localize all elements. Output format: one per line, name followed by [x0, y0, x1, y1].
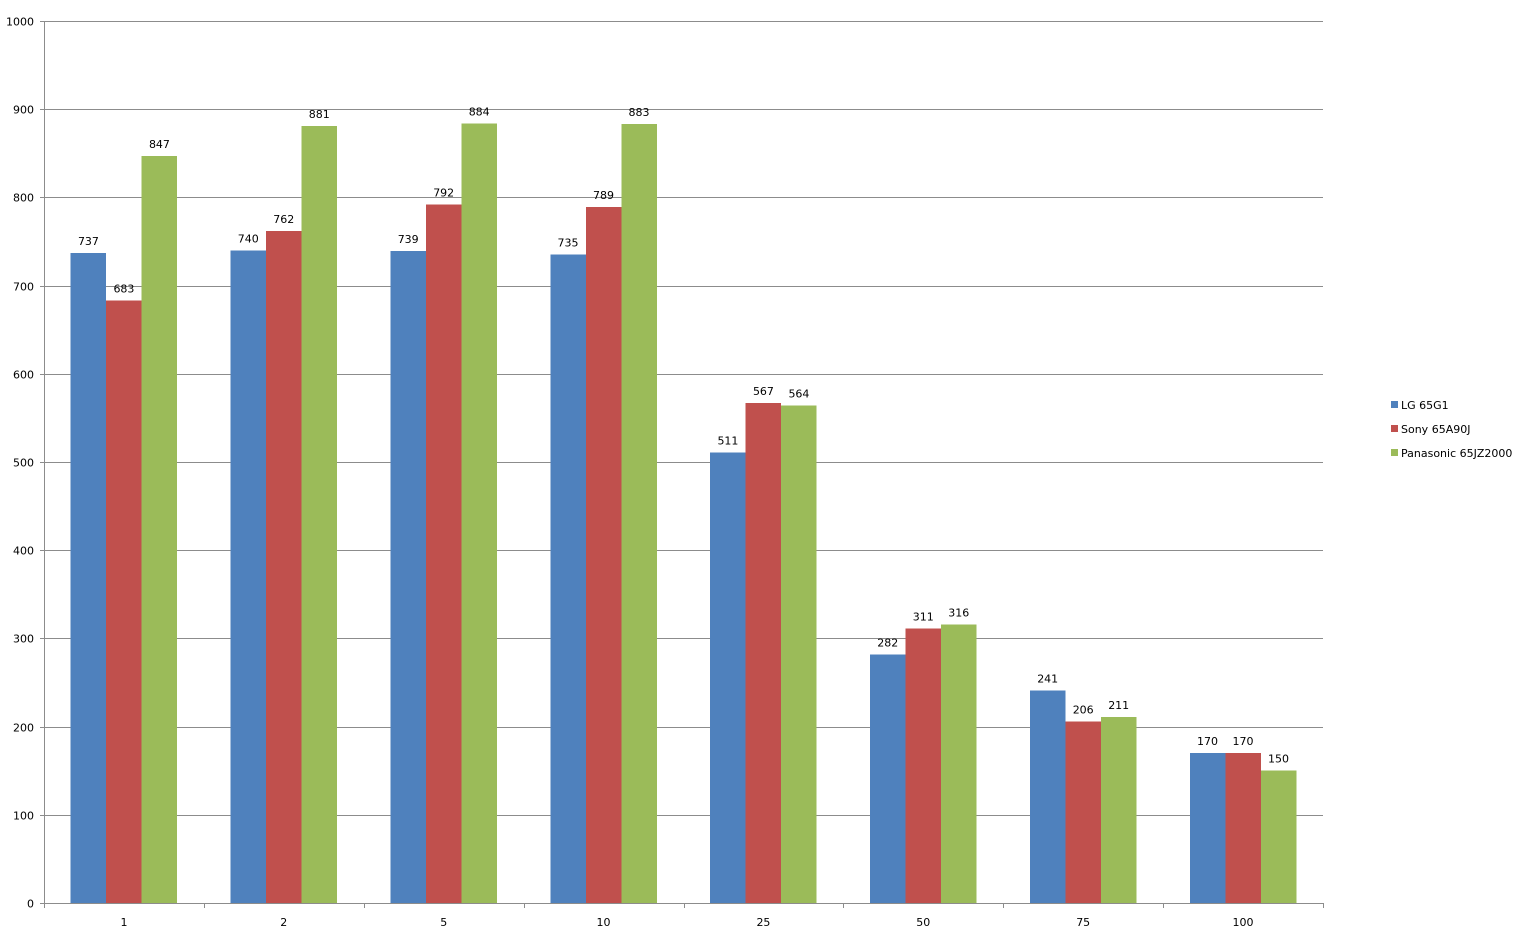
- data-label: 211: [1108, 699, 1129, 712]
- bar: [621, 124, 657, 903]
- data-label: 735: [558, 237, 579, 250]
- x-tick-label: 10: [597, 916, 611, 929]
- legend-swatch: [1391, 449, 1398, 456]
- x-tick-label: 1: [120, 916, 127, 929]
- bar: [550, 254, 586, 904]
- data-label: 881: [309, 108, 330, 121]
- data-label: 564: [788, 388, 809, 401]
- legend: LG 65G1 Sony 65A90J Panasonic 65JZ2000: [1391, 399, 1512, 460]
- y-tick-label: 200: [13, 722, 34, 735]
- bar: [230, 250, 267, 903]
- data-label: 683: [113, 283, 134, 296]
- bar: [1029, 690, 1066, 903]
- data-label: 789: [593, 189, 614, 202]
- bars: [70, 123, 1297, 904]
- y-tick-label: 100: [13, 810, 34, 823]
- bar: [301, 125, 338, 903]
- data-label: 241: [1037, 672, 1058, 685]
- x-tick-label: 75: [1076, 916, 1090, 929]
- y-tick-label: 700: [13, 281, 34, 294]
- y-tick-label: 800: [13, 192, 34, 205]
- data-label: 740: [238, 232, 259, 245]
- bar: [1100, 716, 1137, 903]
- y-tick-label: 0: [27, 898, 34, 911]
- bar: [461, 123, 497, 903]
- data-label: 511: [717, 434, 738, 447]
- legend-swatch: [1391, 401, 1398, 408]
- data-label: 170: [1233, 735, 1254, 748]
- y-tick-label: 600: [13, 369, 34, 382]
- data-label: 739: [398, 233, 419, 246]
- bar: [710, 452, 746, 903]
- bar: [1189, 753, 1226, 903]
- y-tick-label: 500: [13, 457, 34, 470]
- bar: [870, 654, 906, 903]
- data-label: 316: [948, 606, 969, 619]
- y-axis: 0 100 200 300 400 500 600 700 800 900 1000: [6, 16, 45, 911]
- x-tick-label: 5: [440, 916, 447, 929]
- y-tick-label: 400: [13, 545, 34, 558]
- data-label: 737: [78, 235, 99, 248]
- data-label: 567: [753, 385, 774, 398]
- data-label: 762: [273, 213, 294, 226]
- data-label: 883: [629, 106, 650, 119]
- y-tick-label: 300: [13, 633, 34, 646]
- legend-label: LG 65G1: [1401, 399, 1449, 412]
- legend-label: Sony 65A90J: [1401, 423, 1470, 436]
- data-label: 847: [149, 138, 170, 151]
- bar: [390, 251, 426, 903]
- x-tick-label: 25: [756, 916, 770, 929]
- data-label: 170: [1197, 735, 1218, 748]
- bar: [905, 628, 942, 903]
- data-label: 792: [433, 186, 454, 199]
- data-labels: 737 740 739 735 511 282 241 170 683 762 792 789 567 3…: [78, 105, 1289, 765]
- bar: [941, 624, 977, 903]
- bar: [585, 207, 622, 904]
- x-tick-label: 50: [916, 916, 930, 929]
- bar: [70, 252, 107, 904]
- bar: [781, 405, 817, 903]
- bar: [745, 402, 782, 903]
- data-label: 282: [877, 636, 898, 649]
- data-label: 884: [469, 105, 490, 118]
- data-label: 150: [1268, 753, 1289, 766]
- data-label: 206: [1073, 703, 1094, 716]
- bar: [106, 300, 142, 904]
- x-tick-label: 2: [280, 916, 287, 929]
- bar: [266, 230, 302, 904]
- data-label: 311: [913, 611, 934, 624]
- bar: [1260, 770, 1297, 903]
- x-tick-label: 100: [1233, 916, 1254, 929]
- bar: [141, 155, 178, 903]
- y-tick-label: 1000: [6, 16, 34, 29]
- legend-label: Panasonic 65JZ2000: [1401, 447, 1512, 460]
- bar: [1065, 721, 1101, 903]
- y-tick-label: 900: [13, 104, 34, 117]
- bar: [1225, 753, 1261, 903]
- legend-swatch: [1391, 425, 1398, 432]
- bar: [425, 204, 462, 903]
- x-axis: 1 2 5 10 25 50 75 100: [44, 903, 1324, 929]
